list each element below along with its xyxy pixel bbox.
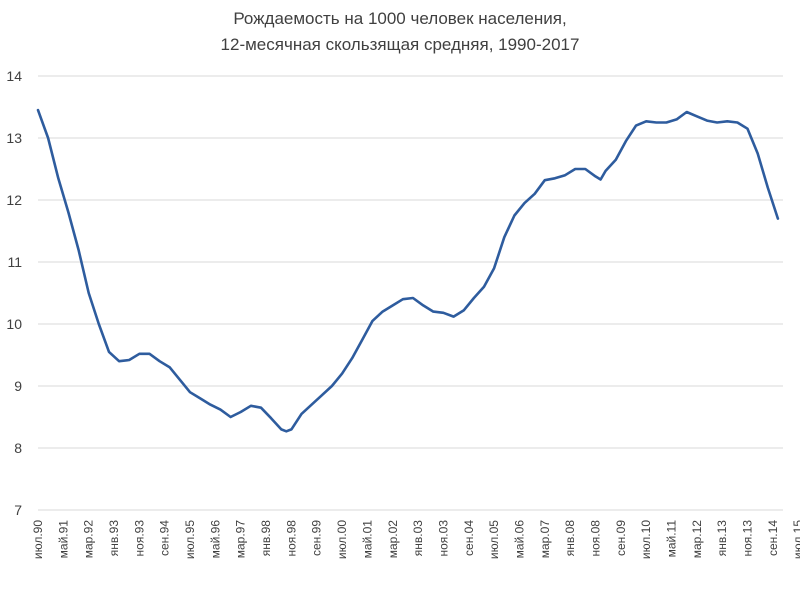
x-tick-label: мар.12 [690, 520, 704, 559]
x-tick-label: ноя.93 [132, 520, 146, 557]
x-tick-label: мар.07 [538, 520, 552, 559]
x-tick-label: сен.04 [462, 520, 476, 556]
x-tick-label: мар.97 [234, 520, 248, 559]
y-tick-label-12: 12 [6, 192, 22, 208]
x-tick-label: янв.13 [715, 520, 729, 557]
x-tick-label: сен.99 [310, 520, 324, 556]
x-tick-label: ноя.13 [741, 520, 755, 557]
y-tick-label-10: 10 [6, 316, 22, 332]
x-tick-label: июл.00 [335, 520, 349, 559]
y-tick-label-11: 11 [7, 254, 22, 270]
chart-title-line-1: Рождаемость на 1000 человек населения, [233, 9, 567, 28]
y-tick-label-9: 9 [14, 378, 22, 394]
x-tick-label: ноя.03 [436, 520, 450, 557]
x-tick-label: июл.10 [639, 520, 653, 559]
x-tick-label: май.91 [56, 520, 70, 559]
x-tick-label: июл.95 [183, 520, 197, 559]
x-tick-label: сен.94 [158, 520, 172, 556]
x-tick-label: май.01 [360, 520, 374, 559]
x-tick-label: ноя.98 [284, 520, 298, 557]
x-tick-label: мар.02 [386, 520, 400, 559]
y-tick-label-14: 14 [6, 68, 22, 84]
x-tick-label: сен.09 [614, 520, 628, 556]
x-tick-label: янв.93 [107, 520, 121, 557]
x-tick-label: мар.92 [82, 520, 96, 559]
chart-title-line-2: 12-месячная скользящая средняя, 1990-201… [220, 35, 580, 54]
x-tick-label: ноя.08 [588, 520, 602, 557]
chart-title: Рождаемость на 1000 человек населения, 1… [0, 6, 800, 58]
x-tick-label: сен.14 [766, 520, 780, 556]
x-tick-label: июл.15 [791, 520, 800, 559]
x-tick-label: май.11 [665, 520, 679, 558]
x-tick-label: май.96 [208, 520, 222, 559]
x-tick-label: янв.98 [259, 520, 273, 557]
x-tick-label: июл.90 [31, 520, 45, 559]
y-tick-label-8: 8 [14, 440, 22, 456]
y-tick-label-7: 7 [14, 502, 22, 518]
series-line-0 [36, 108, 780, 433]
x-tick-label: янв.03 [411, 520, 425, 557]
y-tick-label-13: 13 [6, 130, 22, 146]
x-tick-label: май.06 [512, 520, 526, 559]
x-tick-label: янв.08 [563, 520, 577, 557]
x-tick-label: июл.05 [487, 520, 501, 559]
